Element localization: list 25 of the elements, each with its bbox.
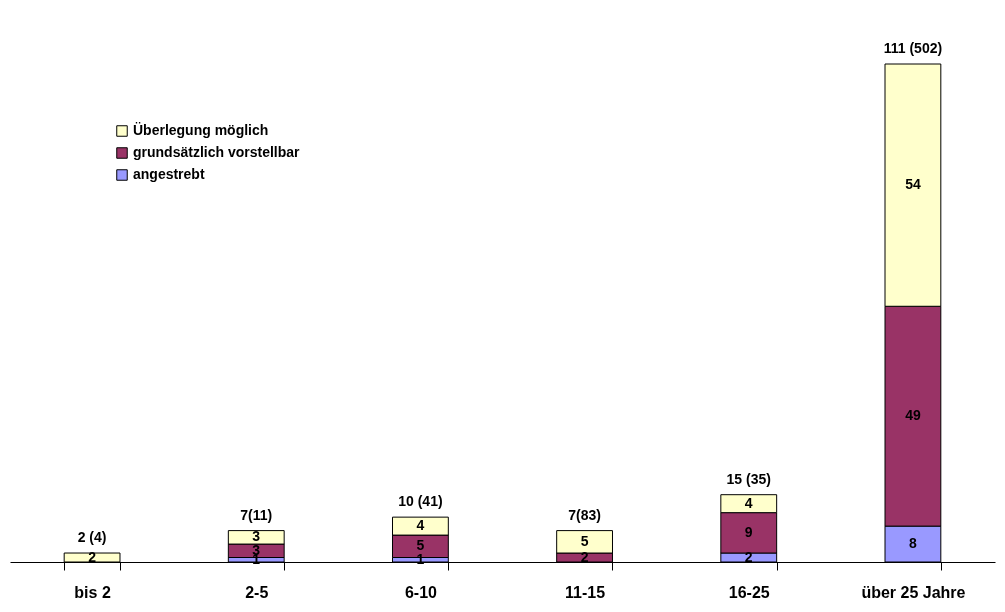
total-label: 7(11) (240, 506, 273, 523)
data-label: 8 (909, 535, 918, 552)
total-label: 111 (502) (883, 40, 943, 56)
x-tick-label: 11-15 (565, 583, 606, 601)
data-label: 49 (905, 407, 921, 424)
data-label: 4 (744, 494, 753, 511)
total-label: 7(83) (568, 506, 601, 523)
data-label: 2 (88, 548, 97, 565)
total-label: 10 (41) (398, 493, 443, 510)
legend-label: angestrebt (133, 166, 205, 182)
data-label: 4 (416, 517, 425, 534)
legend-label: Überlegung möglich (133, 122, 269, 138)
total-label: 2 (4) (77, 529, 107, 546)
x-tick-label: 2-5 (245, 583, 269, 601)
data-label: 3 (252, 528, 261, 545)
data-label: 9 (744, 523, 753, 540)
legend-label: grundsätzlich vorstellbar (133, 144, 301, 160)
x-tick-label: 6-10 (404, 583, 438, 601)
total-label: 15 (35) (726, 470, 771, 487)
x-tick-label: über 25 Jahre (861, 583, 966, 601)
x-tick-label: bis 2 (74, 583, 111, 601)
data-label: 54 (905, 176, 921, 193)
data-label: 5 (580, 532, 589, 549)
data-label: 5 (416, 537, 425, 554)
x-tick-label: 16-25 (728, 583, 770, 601)
